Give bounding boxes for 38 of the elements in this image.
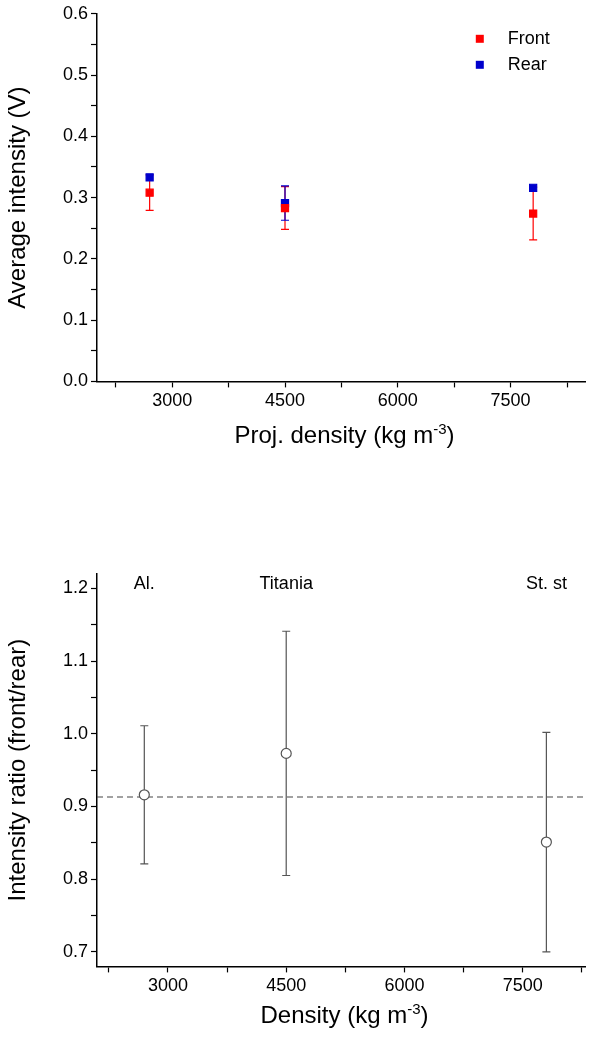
- y-tick-label: 0.9: [62, 795, 88, 816]
- y-tick-label: 0.2: [62, 247, 88, 268]
- x-tick-label: 4500: [264, 390, 306, 411]
- point: [529, 183, 538, 192]
- y-tick-label: 0.6: [62, 2, 88, 23]
- y-tick-label: 0.7: [62, 940, 88, 961]
- y-tick-label: 0.1: [62, 309, 88, 330]
- point: [540, 836, 552, 848]
- y-tick-label: 1.2: [62, 577, 88, 598]
- x-tick-label: 6000: [384, 975, 425, 996]
- point: [138, 789, 150, 801]
- x-axis-title: Proj. density (kg m$^{-3}$): [233, 420, 456, 449]
- x-tick-label: 4500: [266, 975, 307, 996]
- legend-label: Front: [507, 27, 550, 48]
- y-tick-label: 0.5: [62, 64, 88, 85]
- annotation: Al.: [133, 572, 155, 593]
- y-axis-title: Intensity ratio (front/rear): [3, 638, 31, 902]
- x-tick-label: 7500: [502, 975, 543, 996]
- annotation: Titania: [259, 572, 314, 593]
- y-tick-label: 0.0: [62, 370, 88, 391]
- y-tick-label: 0.8: [62, 868, 88, 889]
- point: [280, 203, 290, 213]
- y-tick-label: 0.3: [62, 186, 88, 207]
- y-tick-label: 0.4: [62, 125, 88, 146]
- point: [529, 209, 538, 218]
- y-tick-label: 1.1: [62, 650, 88, 671]
- y-tick-label: 1.0: [62, 722, 88, 743]
- x-tick-label: 3000: [147, 975, 188, 996]
- x-tick-label: 6000: [377, 390, 418, 411]
- x-tick-label: 3000: [152, 390, 193, 411]
- x-axis-title: Density (kg m$^{-3}$): [259, 1000, 430, 1029]
- annotation: St. st: [525, 572, 567, 593]
- y-axis-title: Average intensity (V): [3, 86, 31, 309]
- point: [145, 173, 154, 182]
- point: [145, 188, 154, 197]
- legend-label: Rear: [507, 53, 547, 74]
- x-tick-label: 7500: [490, 390, 531, 411]
- point: [280, 747, 292, 759]
